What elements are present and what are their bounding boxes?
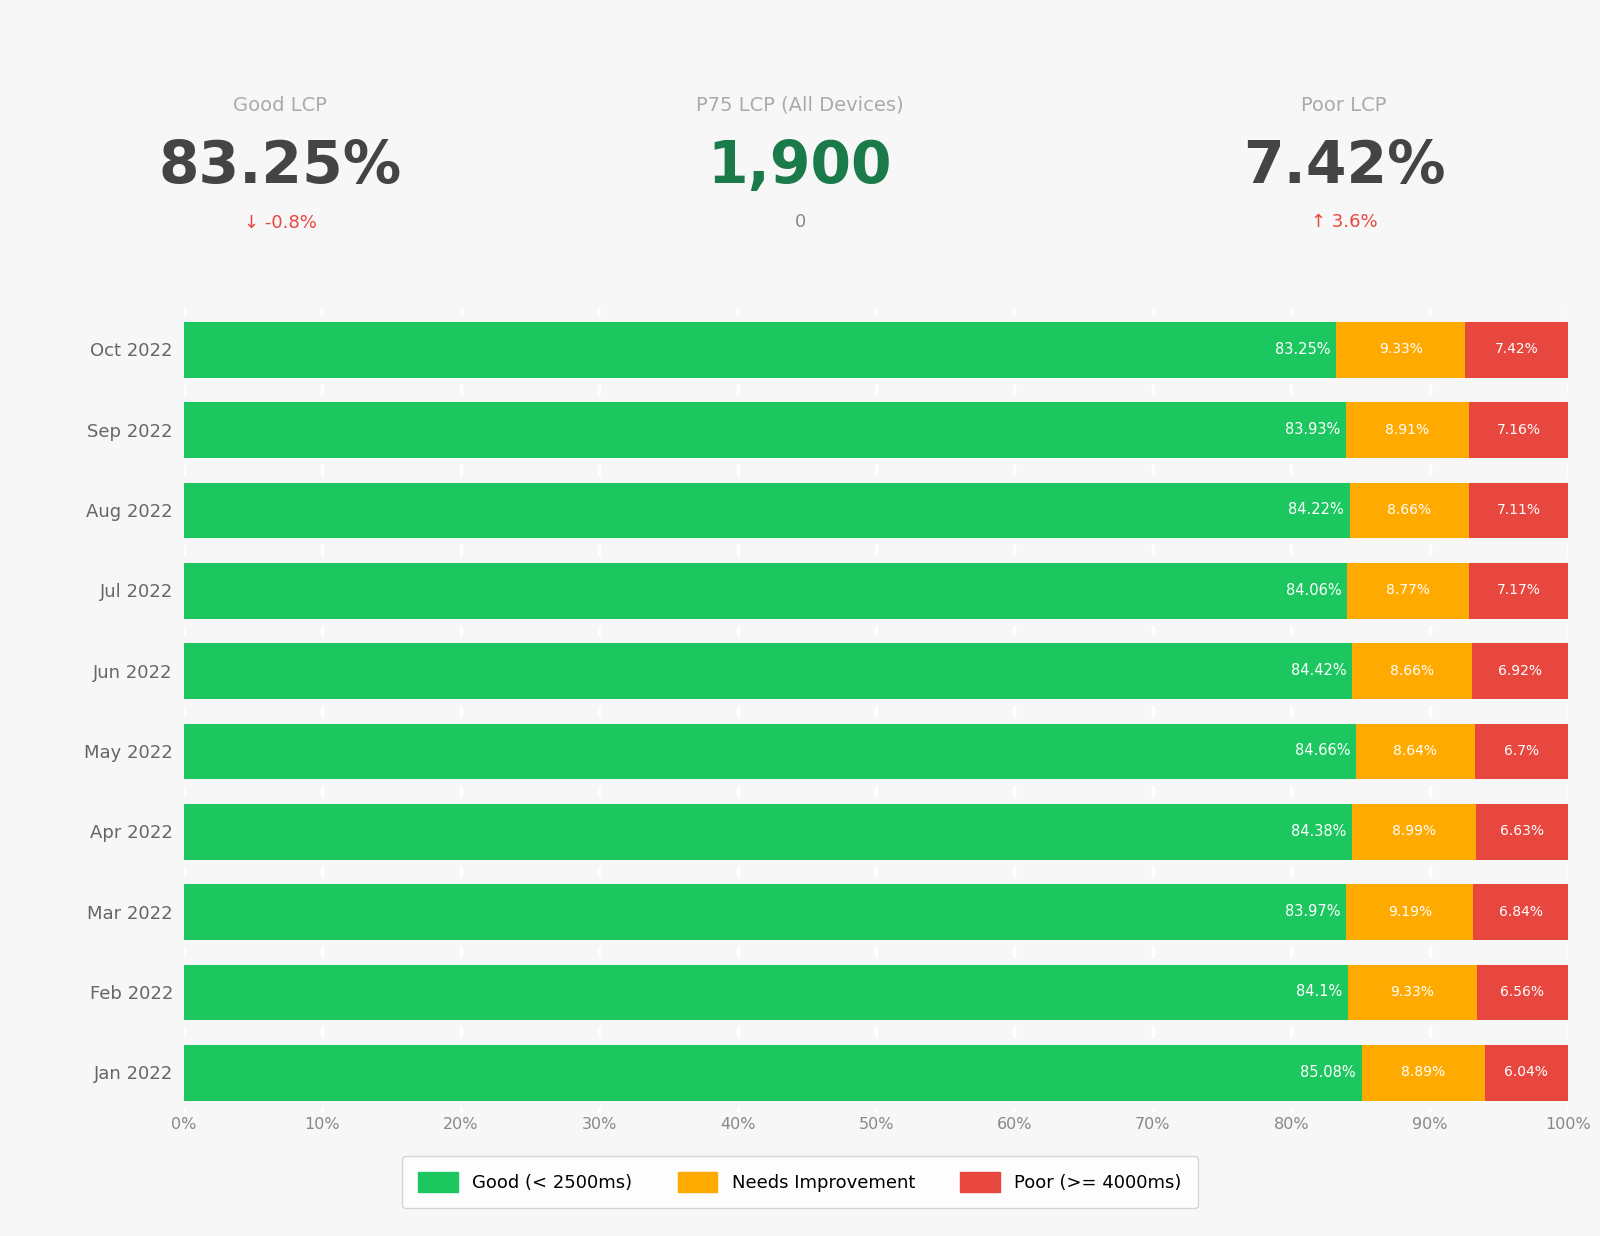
Text: 6.84%: 6.84% (1499, 905, 1542, 918)
Text: 8.66%: 8.66% (1390, 664, 1434, 677)
Bar (184, 1043, 1362, 1101)
Bar (184, 883, 1346, 941)
Text: 9.33%: 9.33% (1390, 985, 1435, 999)
Bar (1475, 722, 1568, 780)
Bar (1347, 963, 1477, 1021)
Text: 84.22%: 84.22% (1288, 502, 1344, 518)
Text: Poor LCP: Poor LCP (1301, 95, 1387, 115)
Text: 84.42%: 84.42% (1291, 662, 1347, 679)
Text: 0: 0 (794, 214, 806, 231)
Text: 7.42%: 7.42% (1243, 138, 1445, 195)
Bar (184, 802, 1352, 860)
Bar (1485, 1043, 1568, 1101)
Text: 85.08%: 85.08% (1301, 1064, 1355, 1080)
Bar (184, 641, 1352, 700)
Text: 84.1%: 84.1% (1296, 984, 1342, 1000)
Text: 1,900: 1,900 (707, 138, 893, 195)
Text: 7.17%: 7.17% (1496, 583, 1541, 597)
Bar (1477, 802, 1568, 860)
Bar (1362, 1043, 1485, 1101)
Text: 6.04%: 6.04% (1504, 1065, 1549, 1079)
Text: 8.99%: 8.99% (1392, 824, 1437, 838)
Text: 84.38%: 84.38% (1291, 823, 1346, 839)
Bar (184, 722, 1355, 780)
Text: Good LCP: Good LCP (234, 95, 326, 115)
Text: 7.42%: 7.42% (1494, 342, 1539, 356)
Text: 6.7%: 6.7% (1504, 744, 1539, 758)
Bar (1477, 963, 1568, 1021)
Bar (1469, 561, 1568, 619)
Bar (1352, 802, 1477, 860)
Text: 83.97%: 83.97% (1285, 904, 1341, 920)
Text: 8.89%: 8.89% (1402, 1065, 1445, 1079)
Bar (1466, 320, 1568, 378)
Text: 8.77%: 8.77% (1386, 583, 1430, 597)
Text: 83.25%: 83.25% (158, 138, 402, 195)
Bar (184, 320, 1336, 378)
Bar (1474, 883, 1568, 941)
Bar (184, 561, 1347, 619)
Text: 8.91%: 8.91% (1386, 423, 1429, 436)
Text: 7.16%: 7.16% (1496, 423, 1541, 436)
Text: ↓ -0.8%: ↓ -0.8% (243, 214, 317, 231)
Text: 83.25%: 83.25% (1275, 341, 1331, 357)
Text: 84.66%: 84.66% (1294, 743, 1350, 759)
Text: 8.66%: 8.66% (1387, 503, 1432, 517)
Text: 6.56%: 6.56% (1501, 985, 1544, 999)
Bar (1469, 481, 1568, 539)
Bar (1469, 400, 1568, 459)
Bar (1346, 400, 1469, 459)
Text: 6.63%: 6.63% (1501, 824, 1544, 838)
Text: 84.06%: 84.06% (1286, 582, 1342, 598)
Text: 83.93%: 83.93% (1285, 421, 1341, 438)
Text: 9.19%: 9.19% (1387, 905, 1432, 918)
Bar (184, 963, 1347, 1021)
Text: 9.33%: 9.33% (1379, 342, 1422, 356)
Bar (1352, 641, 1472, 700)
Bar (1346, 883, 1474, 941)
Text: 6.92%: 6.92% (1498, 664, 1542, 677)
Bar (184, 481, 1350, 539)
Bar (1347, 561, 1469, 619)
Text: 8.64%: 8.64% (1394, 744, 1437, 758)
Text: 7.11%: 7.11% (1496, 503, 1541, 517)
Bar (1355, 722, 1475, 780)
Bar (1472, 641, 1568, 700)
Bar (184, 400, 1346, 459)
Legend: Good (< 2500ms), Needs Improvement, Poor (>= 4000ms): Good (< 2500ms), Needs Improvement, Poor… (402, 1156, 1198, 1209)
Bar (1350, 481, 1469, 539)
Text: ↑ 3.6%: ↑ 3.6% (1310, 214, 1378, 231)
Bar (1336, 320, 1466, 378)
Text: P75 LCP (All Devices): P75 LCP (All Devices) (696, 95, 904, 115)
